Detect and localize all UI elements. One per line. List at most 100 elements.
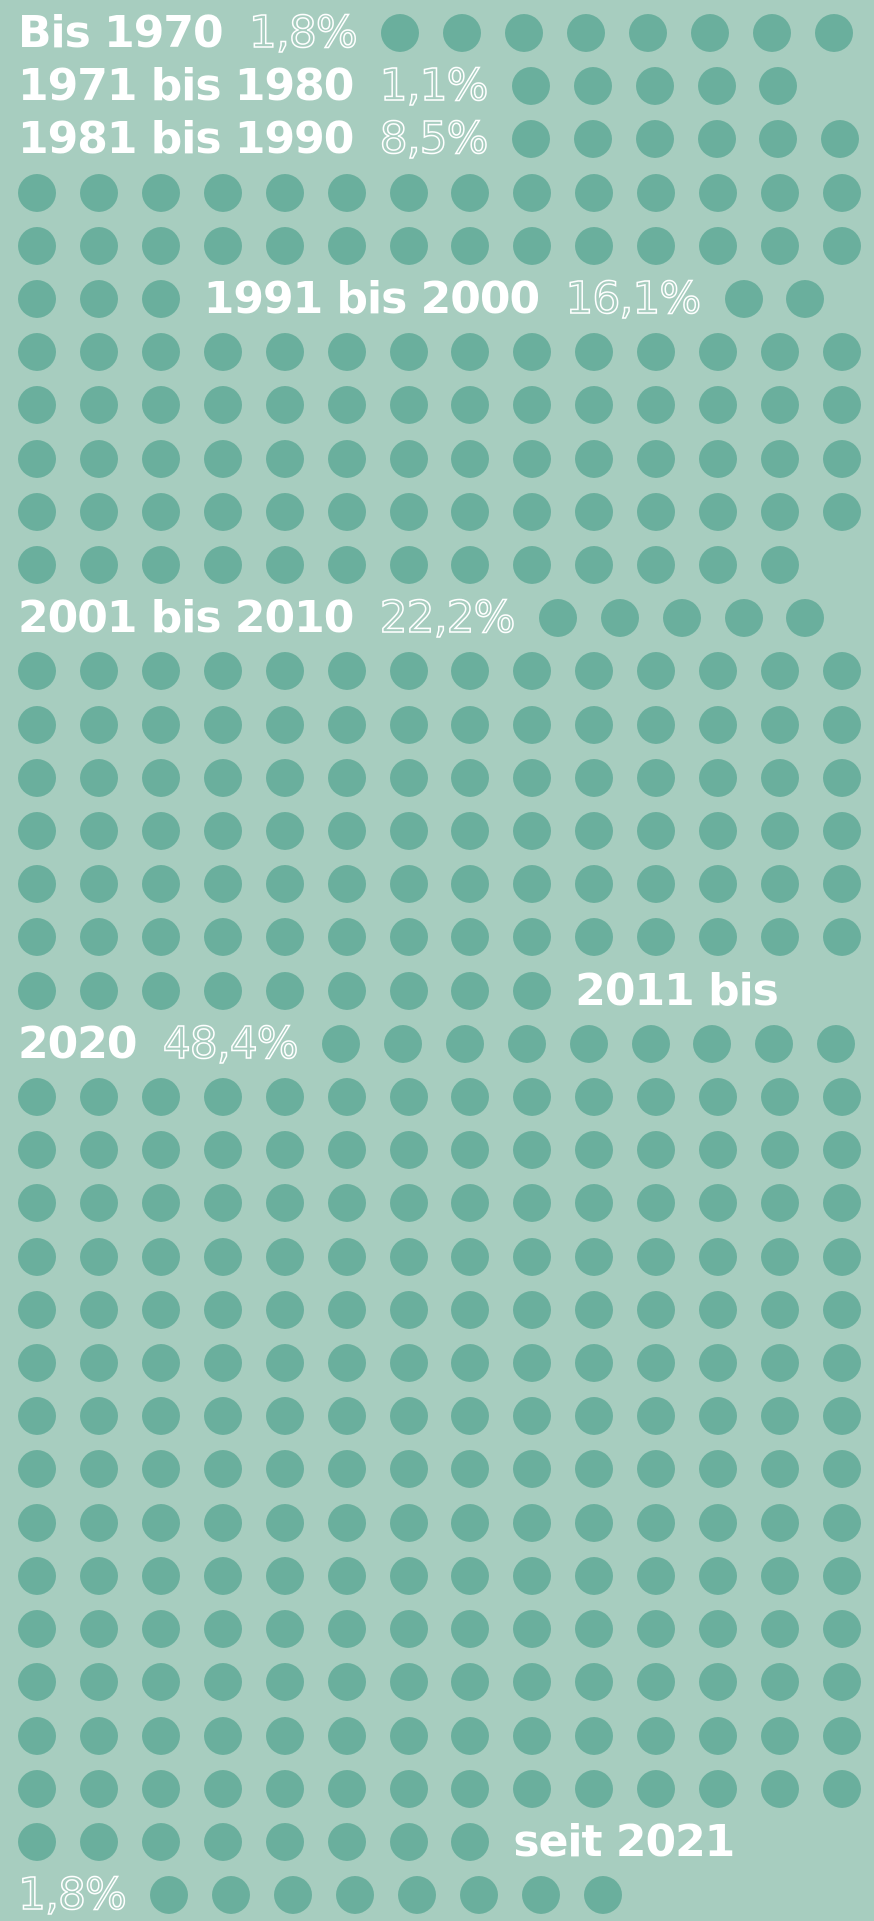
dot	[389, 652, 428, 691]
dot	[761, 705, 800, 744]
dot	[637, 1663, 676, 1702]
dot	[141, 812, 180, 851]
dot	[761, 1663, 800, 1702]
dot	[389, 1556, 428, 1595]
dot	[265, 333, 304, 372]
dot	[637, 758, 676, 797]
dot	[761, 1716, 800, 1755]
dot	[442, 14, 481, 52]
dot	[575, 1184, 614, 1223]
dot	[822, 1290, 861, 1329]
dot	[327, 1131, 366, 1170]
dot	[18, 280, 56, 319]
dot	[18, 1663, 56, 1702]
dot	[265, 173, 304, 212]
dot	[822, 1769, 861, 1808]
dot	[637, 492, 676, 531]
dot	[18, 1716, 56, 1755]
dot	[822, 1397, 861, 1436]
dot	[575, 1290, 614, 1329]
dot	[18, 1237, 56, 1276]
dot	[265, 1131, 304, 1170]
dot	[761, 1290, 800, 1329]
dot	[451, 918, 490, 957]
dot	[575, 333, 614, 372]
dot	[637, 1237, 676, 1276]
dot	[761, 652, 800, 691]
dot	[637, 439, 676, 478]
dot	[203, 1450, 242, 1489]
dot	[513, 758, 552, 797]
dot	[389, 333, 428, 372]
dot	[327, 1184, 366, 1223]
dot	[575, 1503, 614, 1542]
dot	[141, 1131, 180, 1170]
dot	[451, 439, 490, 478]
dot	[451, 1397, 490, 1436]
dot	[327, 1503, 366, 1542]
dot	[822, 173, 861, 212]
dot	[575, 439, 614, 478]
share-label: 1,8%	[17, 1868, 127, 1921]
dot	[761, 1078, 800, 1117]
dot	[817, 1024, 856, 1063]
dot	[18, 1822, 56, 1861]
dot	[18, 546, 56, 585]
dot	[513, 226, 552, 265]
dot	[203, 492, 242, 531]
dot	[389, 812, 428, 851]
dot	[600, 599, 639, 638]
dot	[575, 1716, 614, 1755]
dot	[822, 865, 861, 904]
dot	[637, 173, 676, 212]
dot	[79, 918, 118, 957]
dot	[752, 14, 791, 52]
dot	[513, 971, 552, 1010]
dot	[265, 386, 304, 425]
dot	[575, 1450, 614, 1489]
dot	[18, 226, 56, 265]
dot	[513, 1450, 552, 1489]
dot	[451, 226, 490, 265]
dot	[327, 1663, 366, 1702]
dot	[141, 1663, 180, 1702]
dot	[327, 492, 366, 531]
dot	[575, 492, 614, 531]
dot	[79, 1822, 118, 1861]
dot	[699, 705, 738, 744]
dot	[637, 1716, 676, 1755]
dot	[637, 1503, 676, 1542]
dot	[327, 865, 366, 904]
dot	[18, 1397, 56, 1436]
dot	[451, 812, 490, 851]
dot	[761, 1131, 800, 1170]
dot	[761, 386, 800, 425]
dot	[637, 652, 676, 691]
dot	[699, 439, 738, 478]
dot	[583, 1876, 622, 1915]
dot	[637, 1610, 676, 1649]
dot	[327, 1397, 366, 1436]
dot	[513, 1397, 552, 1436]
dot	[637, 1397, 676, 1436]
dot	[141, 173, 180, 212]
dot	[575, 226, 614, 265]
dot	[18, 971, 56, 1010]
dot	[327, 705, 366, 744]
share-label: 1,8%	[248, 6, 358, 59]
dot	[513, 652, 552, 691]
dot	[451, 1556, 490, 1595]
dot	[203, 758, 242, 797]
dot	[79, 812, 118, 851]
dot	[265, 1556, 304, 1595]
dot	[389, 1078, 428, 1117]
dot	[18, 652, 56, 691]
dot	[697, 120, 736, 159]
dot	[18, 173, 56, 212]
dot	[265, 1397, 304, 1436]
dot	[513, 492, 552, 531]
dot	[203, 1237, 242, 1276]
dot	[575, 1131, 614, 1170]
dot	[327, 918, 366, 957]
